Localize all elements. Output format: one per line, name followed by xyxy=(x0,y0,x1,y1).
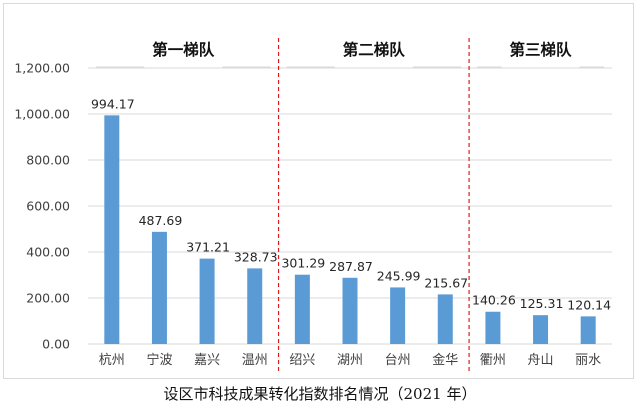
y-tick-label: 400.00 xyxy=(26,245,70,260)
data-label: 301.29 xyxy=(281,256,325,271)
bar-嘉兴 xyxy=(199,258,215,344)
bar-湖州 xyxy=(342,277,358,344)
data-label: 287.87 xyxy=(329,259,373,274)
x-tick-label: 金华 xyxy=(432,352,458,368)
data-label: 487.69 xyxy=(139,213,183,228)
x-tick-label: 绍兴 xyxy=(289,353,315,368)
data-label: 125.31 xyxy=(520,296,564,311)
x-tick-label: 台州 xyxy=(385,353,411,368)
y-tick-label: 200.00 xyxy=(26,291,70,306)
bar-温州 xyxy=(247,268,263,344)
x-tick-label: 宁波 xyxy=(146,352,172,368)
data-label: 328.73 xyxy=(234,249,278,264)
data-label: 371.21 xyxy=(186,240,230,255)
x-tick-label: 衢州 xyxy=(480,353,506,368)
bar-金华 xyxy=(437,294,453,344)
data-label: 120.14 xyxy=(567,297,611,312)
y-tick-label: 600.00 xyxy=(26,199,70,214)
y-tick-label: 1,200.00 xyxy=(14,61,70,76)
bar-舟山 xyxy=(533,315,549,344)
x-tick-label: 湖州 xyxy=(337,353,363,368)
data-label: 245.99 xyxy=(377,268,421,283)
x-tick-label: 温州 xyxy=(242,353,268,368)
y-tick-label: 800.00 xyxy=(26,153,70,168)
x-tick-label: 嘉兴 xyxy=(194,353,220,368)
bar-台州 xyxy=(390,287,406,344)
x-tick-label: 舟山 xyxy=(528,353,554,368)
bar-杭州 xyxy=(104,115,120,344)
group-label: 第三梯队 xyxy=(510,40,573,59)
bar-绍兴 xyxy=(294,274,310,344)
group-label: 第一梯队 xyxy=(152,40,215,59)
bar-丽水 xyxy=(580,316,596,344)
bar-chart: 0.00 200.00 400.00 600.00 800.00 1,000.00 1,20… xyxy=(14,38,612,374)
data-label: 994.17 xyxy=(91,96,135,111)
y-tick-label: 0.00 xyxy=(42,337,70,352)
x-tick-label: 杭州 xyxy=(99,353,125,368)
group-label: 第二梯队 xyxy=(343,40,406,59)
chart-caption: 设区市科技成果转化指数排名情况（2021 年） xyxy=(163,385,477,403)
y-tick-label: 1,000.00 xyxy=(14,107,70,122)
bar-衢州 xyxy=(485,311,501,344)
bar-宁波 xyxy=(151,231,167,344)
x-tick-label: 丽水 xyxy=(575,353,601,368)
data-label: 215.67 xyxy=(424,275,468,290)
data-label: 140.26 xyxy=(472,293,516,308)
